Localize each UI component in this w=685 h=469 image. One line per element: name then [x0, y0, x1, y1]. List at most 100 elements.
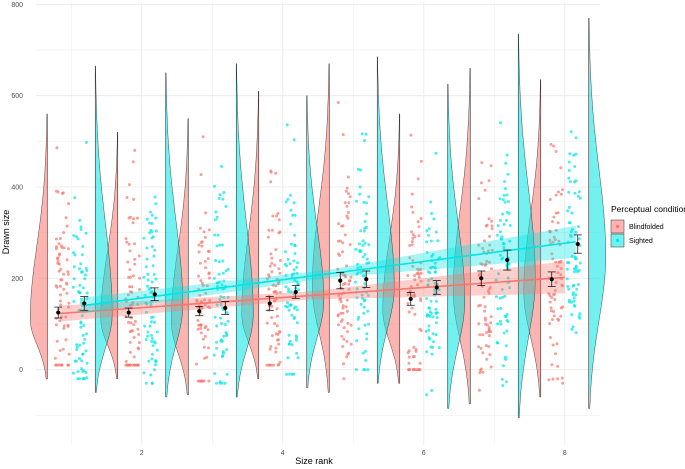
data-point-sighted	[508, 286, 512, 290]
data-point-blindfolded	[203, 259, 207, 263]
data-point-blindfolded	[488, 243, 492, 247]
data-point-blindfolded	[346, 211, 350, 214]
data-point-sighted	[572, 283, 576, 287]
data-point-blindfolded	[549, 142, 553, 146]
data-point-sighted	[153, 248, 157, 252]
data-point-blindfolded	[126, 320, 130, 324]
data-point-blindfolded	[416, 177, 420, 181]
data-point-sighted	[504, 344, 508, 348]
data-point-sighted	[78, 291, 82, 295]
data-point-sighted	[219, 338, 223, 342]
data-point-blindfolded	[484, 344, 488, 348]
data-point-blindfolded	[490, 224, 494, 228]
data-point-blindfolded	[407, 349, 411, 353]
data-point-sighted	[296, 261, 300, 265]
data-point-blindfolded	[480, 161, 484, 165]
data-point-sighted	[503, 200, 507, 204]
data-point-sighted	[499, 121, 503, 125]
data-point-sighted	[363, 282, 367, 286]
data-point-sighted	[505, 318, 509, 322]
data-point-sighted	[358, 192, 362, 196]
data-point-sighted	[501, 384, 505, 387]
data-point-blindfolded	[130, 285, 134, 289]
trend-line-blindfolded	[60, 276, 565, 315]
data-point-blindfolded	[419, 217, 423, 220]
data-point-blindfolded	[57, 262, 61, 266]
data-point-blindfolded	[195, 362, 198, 366]
data-point-blindfolded	[208, 306, 212, 310]
data-point-blindfolded	[199, 323, 203, 327]
data-point-sighted	[433, 281, 437, 285]
data-point-blindfolded	[548, 238, 552, 242]
data-point-sighted	[152, 273, 156, 276]
data-point-blindfolded	[548, 198, 552, 201]
data-point-blindfolded	[135, 216, 139, 220]
data-point-sighted	[144, 265, 148, 269]
data-point-blindfolded	[347, 282, 351, 286]
data-point-blindfolded	[126, 260, 130, 264]
data-point-sighted	[214, 259, 218, 262]
data-point-blindfolded	[64, 315, 68, 319]
data-point-blindfolded	[417, 225, 421, 229]
data-point-sighted	[85, 376, 89, 380]
data-point-sighted	[84, 349, 88, 353]
data-point-sighted	[284, 274, 288, 277]
data-point-blindfolded	[269, 345, 273, 348]
data-point-sighted	[573, 191, 577, 195]
data-point-sighted	[427, 328, 431, 332]
data-point-blindfolded	[138, 288, 142, 291]
data-point-sighted	[223, 323, 227, 326]
data-point-sighted	[425, 350, 429, 354]
data-point-sighted	[430, 389, 434, 392]
data-point-sighted	[566, 261, 570, 264]
data-point-sighted	[357, 327, 361, 331]
data-point-sighted	[567, 169, 571, 172]
data-point-blindfolded	[553, 289, 557, 292]
violin-sighted	[165, 72, 183, 398]
data-point-sighted	[294, 338, 298, 342]
data-point-sighted	[293, 279, 297, 282]
data-point-sighted	[356, 167, 360, 171]
data-point-sighted	[502, 193, 506, 197]
data-point-sighted	[213, 184, 216, 188]
data-point-sighted	[495, 341, 499, 344]
data-point-blindfolded	[137, 254, 141, 258]
data-point-blindfolded	[338, 298, 342, 301]
data-point-sighted	[572, 296, 576, 300]
data-point-sighted	[504, 380, 508, 384]
data-point-sighted	[500, 377, 504, 381]
data-point-blindfolded	[417, 268, 421, 272]
data-point-blindfolded	[408, 289, 412, 293]
data-point-blindfolded	[550, 363, 554, 367]
data-point-sighted	[572, 304, 576, 307]
data-point-sighted	[81, 333, 85, 337]
data-point-sighted	[570, 254, 574, 258]
data-point-blindfolded	[270, 270, 274, 274]
data-point-sighted	[355, 339, 359, 343]
data-point-blindfolded	[203, 326, 207, 330]
data-point-sighted	[72, 277, 76, 281]
legend-item-blindfolded: Blindfolded	[610, 219, 664, 234]
data-point-sighted	[355, 199, 359, 203]
data-point-blindfolded	[406, 302, 410, 305]
data-point-sighted	[575, 287, 579, 291]
data-point-sighted	[293, 233, 297, 237]
data-point-blindfolded	[487, 291, 491, 295]
data-point-sighted	[145, 217, 149, 221]
data-point-sighted	[72, 265, 76, 269]
data-point-sighted	[283, 262, 287, 266]
data-point-blindfolded	[203, 334, 207, 338]
x-tick-label: 8	[563, 450, 567, 457]
data-point-sighted	[150, 230, 154, 234]
data-point-sighted	[221, 350, 225, 353]
data-point-sighted	[82, 324, 86, 327]
data-point-blindfolded	[348, 243, 352, 247]
mean-point-sighted	[82, 301, 87, 306]
data-point-sighted	[434, 321, 438, 325]
data-point-blindfolded	[348, 195, 352, 199]
data-point-sighted	[362, 305, 366, 309]
data-point-sighted	[218, 193, 222, 197]
data-point-blindfolded	[547, 378, 551, 382]
data-point-sighted	[289, 303, 292, 307]
data-point-sighted	[221, 243, 224, 247]
